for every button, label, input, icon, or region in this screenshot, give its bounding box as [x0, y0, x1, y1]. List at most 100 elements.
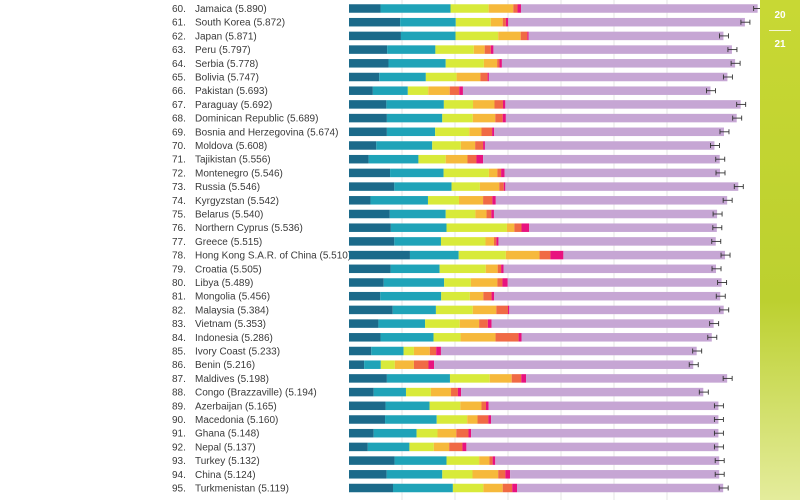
error-bar: [733, 184, 744, 190]
row-rank: 70.: [172, 141, 186, 152]
bar-segment-segment-3: [416, 428, 438, 438]
bar-segment-segment-5: [467, 154, 477, 164]
bar-segment-segment-3: [450, 4, 489, 13]
bar-segment-segment-7: [440, 346, 697, 356]
row-label: Turkmenistan (5.119): [195, 484, 289, 495]
row-rank: 64.: [172, 59, 186, 70]
bar-segment-segment-4: [506, 223, 515, 232]
bar-segment-segment-5: [496, 305, 508, 315]
bar-segment-segment-1: [349, 483, 393, 493]
bar-segment-segment-4: [472, 113, 496, 123]
bar-segment-segment-6: [468, 428, 472, 438]
row-rank: 88.: [172, 388, 186, 399]
bar-segment-segment-5: [475, 141, 484, 150]
bar-segment-segment-7: [462, 86, 711, 95]
bar-segment-segment-5: [481, 401, 487, 411]
bar-segment-segment-4: [430, 387, 452, 397]
bar-segment-segment-1: [349, 237, 395, 246]
row-label: Croatia (5.505): [195, 264, 262, 275]
row-rank: 60.: [172, 4, 186, 15]
row-label: Bosnia and Herzegovina (5.674): [195, 127, 338, 138]
bar-segment-segment-7: [495, 196, 728, 205]
bar-segment-segment-7: [491, 415, 719, 424]
bar-segment-segment-2: [389, 209, 446, 219]
bar-segment-segment-4: [413, 346, 430, 356]
chart-area: 60. Jamaica (5.890) 61. South Korea (5.872)…: [172, 0, 760, 500]
row-label: Peru (5.797): [195, 45, 251, 56]
error-bar: [740, 19, 751, 25]
row-label: Greece (5.515): [195, 237, 262, 248]
bar-segment-segment-4: [459, 319, 480, 328]
bar-segment-segment-4: [428, 86, 450, 95]
bar-segment-segment-6: [521, 223, 530, 232]
bar-segment-segment-4: [467, 415, 478, 424]
bar-segment-segment-4: [488, 168, 498, 178]
bar-segment-segment-4: [460, 401, 482, 411]
bar-segment-segment-3: [405, 387, 431, 397]
bar-segment-segment-1: [349, 31, 401, 41]
row-label: Moldova (5.608): [195, 141, 267, 152]
bar-segment-segment-7: [509, 305, 724, 315]
error-bar: [698, 389, 709, 395]
bar-segment-segment-6: [502, 100, 506, 109]
row-rank: 67.: [172, 100, 186, 111]
bar-segment-segment-3: [432, 141, 461, 150]
error-bar: [713, 444, 724, 450]
error-bar: [715, 170, 726, 176]
bar-segment-segment-6: [502, 278, 508, 287]
bar-segment-segment-5: [480, 72, 488, 82]
bar-segment-segment-5: [494, 100, 503, 109]
row-rank: 83.: [172, 319, 186, 330]
bar-segment-segment-1: [349, 182, 395, 191]
error-bar: [711, 266, 722, 272]
bar-segment-segment-3: [435, 305, 473, 315]
bar-segment-segment-6: [490, 45, 494, 54]
bar-segment-segment-1: [349, 154, 369, 164]
row-label: Ivory Coast (5.233): [195, 347, 280, 358]
bar-segment-segment-5: [483, 196, 493, 205]
bar-segment-segment-2: [409, 250, 459, 260]
page-number-left: 20: [774, 10, 786, 21]
error-bar: [715, 156, 726, 162]
bar-segment-segment-4: [456, 72, 481, 82]
bar-segment-segment-7: [498, 237, 716, 246]
page-number-right: 21: [774, 39, 786, 50]
bar-segment-segment-3: [444, 278, 471, 287]
bar-segment-segment-7: [494, 291, 721, 301]
bar-segment-segment-5: [495, 333, 519, 342]
bar-segment-segment-2: [392, 483, 453, 493]
bar-segment-segment-5: [413, 360, 429, 369]
bar-segment-segment-3: [458, 250, 506, 260]
bar-segment-segment-3: [443, 168, 489, 178]
bar-segment-segment-1: [349, 250, 410, 260]
bar-segment-segment-6: [508, 305, 510, 315]
bar-segment-segment-1: [349, 17, 401, 27]
row-rank: 63.: [172, 45, 186, 56]
error-bar: [707, 334, 718, 340]
bar-segment-segment-6: [488, 415, 492, 424]
bar-segment-segment-2: [386, 113, 443, 123]
error-bar: [720, 252, 731, 258]
bar-segment-segment-7: [501, 59, 736, 68]
bar-segment-segment-3: [446, 223, 507, 232]
bar-segment-segment-5: [497, 59, 500, 68]
bar-segment-segment-7: [471, 428, 719, 438]
bar-segment-segment-3: [445, 59, 484, 68]
bar-segment-segment-1: [349, 456, 395, 465]
bar-segment-segment-4: [488, 4, 514, 13]
bar-segment-segment-1: [349, 113, 387, 123]
bar-segment-segment-4: [475, 209, 487, 219]
error-bar: [732, 115, 743, 121]
bar-segment-segment-6: [462, 442, 467, 452]
bar-segment-segment-2: [388, 59, 446, 68]
row-rank: 69.: [172, 127, 186, 138]
bar-segment-segment-3: [435, 45, 474, 54]
bar-segment-segment-2: [368, 154, 419, 164]
row-label: Montenegro (5.546): [195, 168, 283, 179]
bar-segment-segment-1: [349, 415, 386, 424]
bar-segment-segment-5: [481, 127, 493, 137]
bar-segment-segment-3: [429, 401, 461, 411]
row-label: South Korea (5.872): [195, 18, 285, 29]
bar-segment-segment-7: [505, 182, 739, 191]
bar-segment-segment-4: [483, 483, 503, 493]
